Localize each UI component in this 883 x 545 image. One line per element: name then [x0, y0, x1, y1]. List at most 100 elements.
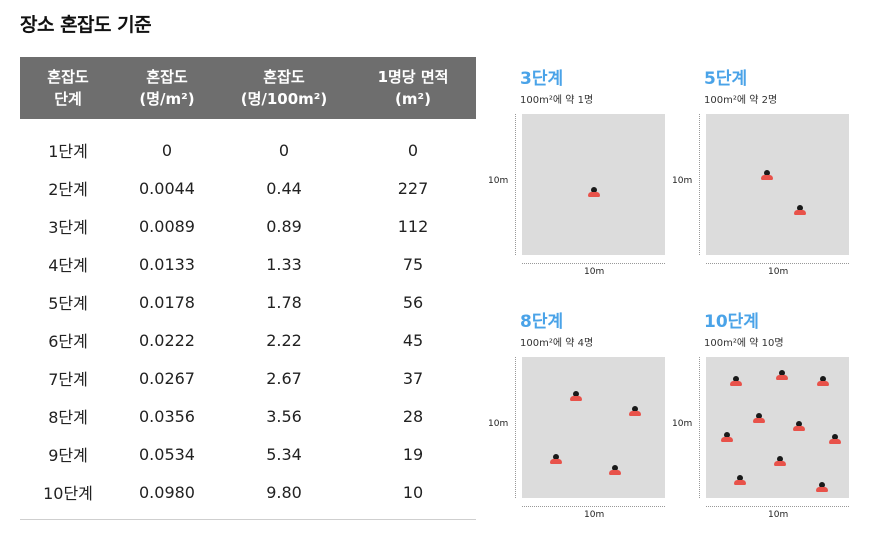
cell-area-per-person: 75 — [402, 254, 424, 274]
header-density-per-100m2: 혼잡도 (명/100m²) — [218, 57, 350, 119]
person-icon — [721, 432, 734, 443]
person-icon — [817, 375, 830, 386]
dimension-label-width: 10m — [768, 267, 789, 277]
cell-density-100m2: 2.22 — [266, 330, 302, 350]
cell-stage: 4단계 — [48, 256, 88, 275]
cell-density-100m2: 0.44 — [266, 178, 302, 198]
cell-density-m2: 0.0133 — [139, 254, 195, 274]
cell-area-per-person: 0 — [407, 140, 419, 160]
cell-stage: 7단계 — [48, 370, 88, 389]
panel-stage-8: 8단계 100m²에 약 4명 10m 10m — [488, 307, 690, 545]
panel-title: 10단계 — [704, 312, 759, 332]
person-icon — [774, 456, 787, 467]
person-icon — [815, 481, 828, 492]
table-header-row: 혼잡도 단계 혼잡도 (명/m²) 혼잡도 (명/100m²) 1명당 면적 (m²) — [20, 57, 476, 119]
person-icon — [570, 391, 583, 402]
dimension-label-height: 10m — [672, 176, 693, 186]
table-row: 9단계 0.0534 5.34 19 — [20, 435, 476, 473]
dimension-line-vertical — [515, 114, 516, 255]
cell-area-per-person: 112 — [397, 216, 429, 236]
congestion-table-container: 혼잡도 단계 혼잡도 (명/m²) 혼잡도 (명/100m²) 1명당 면적 (m²) … — [20, 57, 476, 511]
dimension-label-height: 10m — [672, 419, 693, 429]
panel-stage-5: 5단계 100m²에 약 2명 10m 10m — [672, 64, 874, 304]
dimension-label-width: 10m — [584, 510, 605, 520]
person-icon — [628, 405, 641, 416]
cell-density-100m2: 0.89 — [266, 216, 302, 236]
cell-density-100m2: 2.67 — [266, 368, 302, 388]
dimension-line-vertical — [699, 357, 700, 498]
cell-stage: 1단계 — [48, 142, 88, 161]
panel-stage-10: 10단계 100m²에 약 10명 10m 10m — [672, 307, 874, 545]
page-title: 장소 혼잡도 기준 — [20, 14, 152, 36]
dimension-line-horizontal — [706, 506, 849, 507]
table-row: 7단계 0.0267 2.67 37 — [20, 359, 476, 397]
panel-stage-3: 3단계 100m²에 약 1명 10m 10m — [488, 64, 690, 304]
congestion-table: 혼잡도 단계 혼잡도 (명/m²) 혼잡도 (명/100m²) 1명당 면적 (m²) … — [20, 57, 476, 511]
area-square — [522, 357, 665, 498]
person-icon — [730, 375, 743, 386]
panel-title: 8단계 — [520, 312, 564, 332]
header-stage: 혼잡도 단계 — [20, 57, 116, 119]
cell-density-m2: 0.0178 — [139, 292, 195, 312]
area-square — [522, 114, 665, 255]
person-icon — [794, 204, 807, 215]
header-density-per-m2: 혼잡도 (명/m²) — [116, 57, 218, 119]
cell-density-100m2: 0 — [278, 140, 290, 160]
person-icon — [828, 433, 841, 444]
cell-area-per-person: 227 — [397, 178, 429, 198]
cell-density-100m2: 5.34 — [266, 444, 302, 464]
cell-density-m2: 0.0044 — [139, 178, 195, 198]
table-row: 4단계 0.0133 1.33 75 — [20, 245, 476, 283]
table-row: 6단계 0.0222 2.22 45 — [20, 321, 476, 359]
panel-title: 3단계 — [520, 69, 564, 89]
cell-density-100m2: 3.56 — [266, 406, 302, 426]
cell-density-100m2: 1.33 — [266, 254, 302, 274]
cell-stage: 9단계 — [48, 446, 88, 465]
dimension-label-height: 10m — [488, 176, 509, 186]
cell-area-per-person: 10 — [402, 482, 424, 502]
dimension-label-height: 10m — [488, 419, 509, 429]
person-icon — [752, 412, 765, 423]
dimension-line-vertical — [515, 357, 516, 498]
cell-area-per-person: 45 — [402, 330, 424, 350]
cell-density-m2: 0.0356 — [139, 406, 195, 426]
area-square — [706, 357, 849, 498]
panel-subtitle: 100m²에 약 1명 — [520, 95, 594, 106]
table-row: 8단계 0.0356 3.56 28 — [20, 397, 476, 435]
cell-area-per-person: 37 — [402, 368, 424, 388]
dimension-label-width: 10m — [768, 510, 789, 520]
cell-stage: 3단계 — [48, 218, 88, 237]
dimension-line-vertical — [699, 114, 700, 255]
dimension-label-width: 10m — [584, 267, 605, 277]
cell-stage: 5단계 — [48, 294, 88, 313]
person-icon — [792, 421, 805, 432]
cell-area-per-person: 56 — [402, 292, 424, 312]
cell-area-per-person: 28 — [402, 406, 424, 426]
dimension-line-horizontal — [522, 263, 665, 264]
table-row: 10단계 0.0980 9.80 10 — [20, 473, 476, 511]
dimension-line-horizontal — [522, 506, 665, 507]
table-bottom-divider — [20, 519, 476, 520]
cell-density-100m2: 1.78 — [266, 292, 302, 312]
table-row: 1단계 0 0 0 — [20, 119, 476, 169]
cell-density-m2: 0.0222 — [139, 330, 195, 350]
cell-density-100m2: 9.80 — [266, 482, 302, 502]
cell-density-m2: 0 — [161, 140, 173, 160]
table-row: 2단계 0.0044 0.44 227 — [20, 169, 476, 207]
table-row: 3단계 0.0089 0.89 112 — [20, 207, 476, 245]
cell-area-per-person: 19 — [402, 444, 424, 464]
panel-subtitle: 100m²에 약 4명 — [520, 338, 594, 349]
area-square — [706, 114, 849, 255]
cell-stage: 2단계 — [48, 180, 88, 199]
person-icon — [761, 169, 774, 180]
person-icon — [608, 464, 621, 475]
cell-density-m2: 0.0267 — [139, 368, 195, 388]
panel-subtitle: 100m²에 약 2명 — [704, 95, 778, 106]
person-icon — [734, 474, 747, 485]
person-icon — [775, 370, 788, 381]
table-row: 5단계 0.0178 1.78 56 — [20, 283, 476, 321]
panel-title: 5단계 — [704, 69, 748, 89]
person-icon — [587, 186, 600, 197]
cell-stage: 8단계 — [48, 408, 88, 427]
dimension-line-horizontal — [706, 263, 849, 264]
